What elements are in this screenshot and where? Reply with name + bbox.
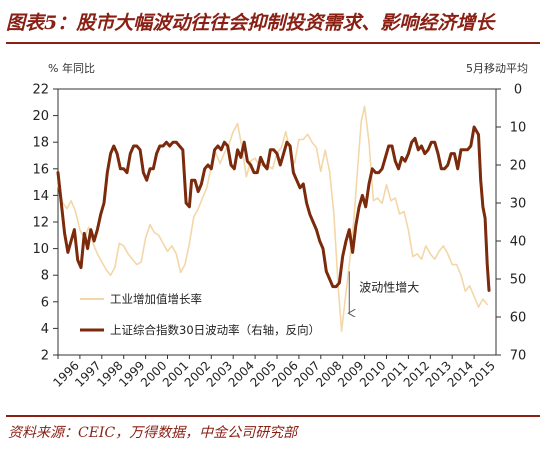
left-tick-label: 10 bbox=[32, 242, 49, 257]
right-tick-label: 0 bbox=[514, 83, 522, 98]
left-axis: 2 4 6 8 10 12 14 16 18 20 22 bbox=[32, 83, 58, 364]
left-tick-label: 2 bbox=[41, 349, 49, 364]
right-tick-label: 40 bbox=[510, 235, 527, 250]
right-tick-label: 70 bbox=[510, 349, 527, 364]
source-divider bbox=[6, 415, 540, 417]
left-tick-label: 8 bbox=[41, 269, 49, 284]
legend-label-volatility: 上证综合指数30日波动率（右轴，反向） bbox=[110, 323, 320, 337]
chart-title: 图表5：股市大幅波动往往会抑制投资需求、影响经济增长 bbox=[6, 12, 495, 34]
left-tick-label: 14 bbox=[32, 189, 49, 204]
plot-frame bbox=[57, 88, 497, 356]
right-tick-label: 50 bbox=[510, 273, 527, 288]
left-tick-label: 20 bbox=[32, 109, 49, 124]
x-axis: 1996199719981999200020012002200320042005… bbox=[50, 355, 498, 390]
legend: 工业增加值增长率 上证综合指数30日波动率（右轴，反向） bbox=[80, 292, 320, 337]
right-tick-label: 60 bbox=[510, 311, 527, 326]
left-tick-label: 4 bbox=[41, 322, 49, 337]
source-note: 资料来源：CEIC，万得数据，中金公司研究部 bbox=[8, 425, 298, 441]
legend-label-industrial: 工业增加值增长率 bbox=[110, 292, 202, 306]
left-tick-label: 6 bbox=[41, 295, 49, 310]
left-tick-label: 16 bbox=[32, 162, 49, 177]
series-sse-volatility-line bbox=[56, 125, 491, 292]
left-tick-label: 12 bbox=[32, 216, 49, 231]
annotation: 波动性增大 bbox=[349, 271, 419, 313]
right-tick-label: 10 bbox=[510, 121, 527, 136]
right-axis-unit: 5月移动平均 bbox=[466, 62, 528, 75]
left-tick-label: 22 bbox=[32, 83, 49, 98]
series-industrial-growth-line bbox=[57, 105, 489, 332]
plot-area bbox=[57, 88, 497, 356]
right-axis: 0 10 20 30 40 50 60 70 bbox=[496, 83, 526, 364]
right-tick-label: 20 bbox=[510, 159, 527, 174]
annotation-text: 波动性增大 bbox=[359, 280, 419, 294]
x-tick-label: 2015 bbox=[466, 358, 497, 389]
right-tick-label: 30 bbox=[510, 197, 527, 212]
left-axis-unit: % 年同比 bbox=[48, 61, 95, 75]
series-layer bbox=[56, 105, 491, 332]
left-tick-label: 18 bbox=[32, 136, 49, 151]
dual-axis-line-chart: % 年同比 5月移动平均 2 4 6 8 10 12 14 16 18 20 22 0 10 20 30 4… bbox=[32, 61, 528, 390]
title-divider bbox=[6, 42, 540, 44]
